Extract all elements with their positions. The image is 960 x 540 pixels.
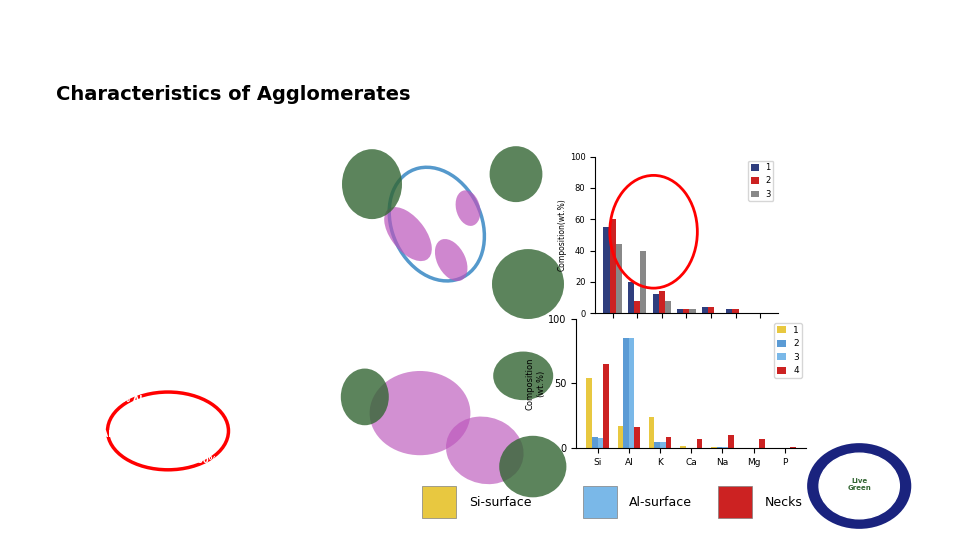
Bar <box>649 417 655 448</box>
Ellipse shape <box>384 207 432 261</box>
Text: 3: 3 <box>87 234 93 243</box>
Text: 86% Al: 86% Al <box>110 395 143 404</box>
Bar <box>759 439 765 448</box>
Text: 2: 2 <box>87 166 93 175</box>
Bar <box>702 307 708 313</box>
Bar <box>680 446 685 448</box>
Bar <box>718 486 752 518</box>
Bar <box>728 435 733 448</box>
Bar <box>640 251 646 313</box>
Bar <box>708 307 714 313</box>
Bar <box>697 439 703 448</box>
Circle shape <box>819 453 900 519</box>
Bar <box>628 282 635 313</box>
Bar <box>722 447 728 448</box>
Text: Si-surface: Si-surface <box>468 496 532 509</box>
Bar <box>635 428 640 448</box>
Bar <box>665 301 671 313</box>
Bar <box>653 294 659 313</box>
Text: 75% Al₂O₃ at 800°C: 75% Al₂O₃ at 800°C <box>128 508 237 518</box>
Ellipse shape <box>341 368 389 426</box>
Bar <box>635 301 640 313</box>
Bar <box>617 426 623 448</box>
Ellipse shape <box>446 416 523 484</box>
Bar <box>655 442 660 448</box>
Bar <box>660 442 665 448</box>
Bar <box>629 338 635 448</box>
Bar <box>711 447 717 448</box>
Legend: 1, 2, 3: 1, 2, 3 <box>748 161 774 201</box>
Text: Al 40%: Al 40% <box>148 246 182 255</box>
Text: Al-surface: Al-surface <box>630 496 692 509</box>
Bar <box>727 308 732 313</box>
Text: 55% Si: 55% Si <box>217 366 249 375</box>
Text: Necks: Necks <box>764 496 803 509</box>
Y-axis label: Composition
(wt.%): Composition (wt.%) <box>526 357 545 410</box>
Bar <box>717 447 722 448</box>
Bar <box>603 364 609 448</box>
Bar <box>583 486 616 518</box>
Y-axis label: Composition(wt.%): Composition(wt.%) <box>558 199 567 271</box>
Text: 60% Si: 60% Si <box>197 456 228 465</box>
Text: Si 62%: Si 62% <box>197 182 231 191</box>
Bar <box>615 244 622 313</box>
Text: ER 0.2: ER 0.2 <box>801 150 860 168</box>
Text: Si 55%: Si 55% <box>151 213 185 222</box>
Text: 50% Al₂O₃ at 700°C: 50% Al₂O₃ at 700°C <box>128 316 237 326</box>
Circle shape <box>808 444 910 528</box>
Ellipse shape <box>456 190 480 226</box>
Bar <box>610 219 615 313</box>
Ellipse shape <box>490 146 542 202</box>
Bar <box>665 436 671 448</box>
Bar <box>587 378 592 448</box>
Bar <box>422 486 456 518</box>
Bar <box>659 291 665 313</box>
Bar <box>684 308 689 313</box>
Text: 87% Al: 87% Al <box>79 430 111 440</box>
Bar <box>732 308 738 313</box>
Text: 1: 1 <box>87 201 93 210</box>
Ellipse shape <box>499 436 566 497</box>
Ellipse shape <box>493 352 553 400</box>
Bar <box>598 438 603 448</box>
Bar <box>689 308 696 313</box>
Text: Live
Green: Live Green <box>848 478 871 491</box>
Ellipse shape <box>342 149 402 219</box>
Text: Characteristics of Agglomerates: Characteristics of Agglomerates <box>56 85 410 104</box>
Bar <box>623 338 629 448</box>
Ellipse shape <box>492 249 564 319</box>
Text: Results and Discussions: Results and Discussions <box>54 31 394 55</box>
Text: 70% Si: 70% Si <box>226 411 257 420</box>
Ellipse shape <box>435 239 468 281</box>
Legend: 1, 2, 3, 4: 1, 2, 3, 4 <box>775 323 802 378</box>
Bar <box>790 447 796 448</box>
Bar <box>677 308 684 313</box>
Ellipse shape <box>370 371 470 455</box>
Bar <box>604 227 610 313</box>
Bar <box>592 436 598 448</box>
